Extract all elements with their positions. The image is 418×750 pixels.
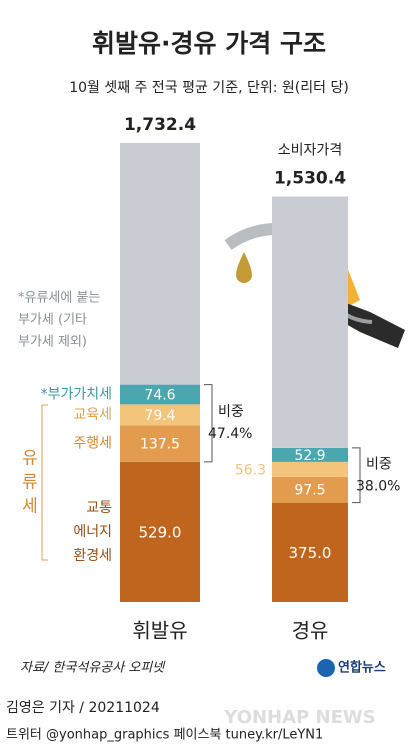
value-label: 137.5 [140, 437, 180, 453]
value-label: 56.3 [235, 462, 266, 478]
share-title: 비중 [218, 404, 244, 420]
bar-segment [120, 461, 200, 602]
share-label: 38.0% [356, 478, 400, 494]
bar-segment [120, 425, 200, 462]
series-name: 주행세 [73, 436, 112, 452]
total-label: 1,732.4 [124, 115, 196, 135]
share-label: 47.4% [208, 426, 252, 442]
bar-segment [272, 196, 348, 448]
series-name: *부가가치세 [41, 386, 112, 402]
value-label: 375.0 [289, 544, 332, 562]
source: 자료/ 한국석유공사 오피넷 [20, 661, 166, 676]
share-title: 비중 [366, 456, 392, 472]
note: 부가세 제외) [18, 335, 87, 350]
category-label: 휘발유 [132, 619, 187, 643]
logo: 연합뉴스 [338, 660, 386, 676]
watermark: YONHAP NEWS [223, 707, 375, 728]
value-label: 97.5 [294, 483, 325, 499]
bar-segment [272, 476, 348, 503]
total-label: 1,530.4 [274, 169, 346, 189]
bar-segment [272, 502, 348, 602]
bracket [352, 447, 361, 504]
note: 부가세 (기타 [18, 313, 87, 328]
note: *유류세에 붙는 [18, 291, 100, 306]
bar-segment [272, 461, 348, 477]
value-label: 529.0 [139, 523, 182, 541]
series-name: 교육세 [73, 407, 112, 423]
bracket [204, 384, 213, 463]
value-label: 74.6 [144, 387, 175, 403]
price-label: 소비자가격 [278, 143, 342, 159]
bar-segment [272, 447, 348, 462]
value-label: 52.9 [294, 448, 325, 464]
social: 트위터 @yonhap_graphics 페이스북 tuney.kr/LeYN1 [6, 728, 323, 743]
value-label: 79.4 [144, 408, 175, 424]
bar-segment [120, 384, 200, 405]
logo-icon [317, 659, 335, 677]
title: 휘발유·경유 가격 구조 [92, 29, 326, 58]
subtitle: 10월 셋째 주 전국 평균 기준, 단위: 원(리터 당) [69, 80, 349, 96]
byline: 김영은 기자 / 20211024 [6, 700, 160, 716]
bar-segment [120, 143, 200, 385]
bar-segment [120, 404, 200, 426]
category-label: 경유 [292, 619, 329, 643]
group-bracket [41, 404, 48, 561]
series-name: 교통 에너지 환경세 [73, 500, 112, 564]
